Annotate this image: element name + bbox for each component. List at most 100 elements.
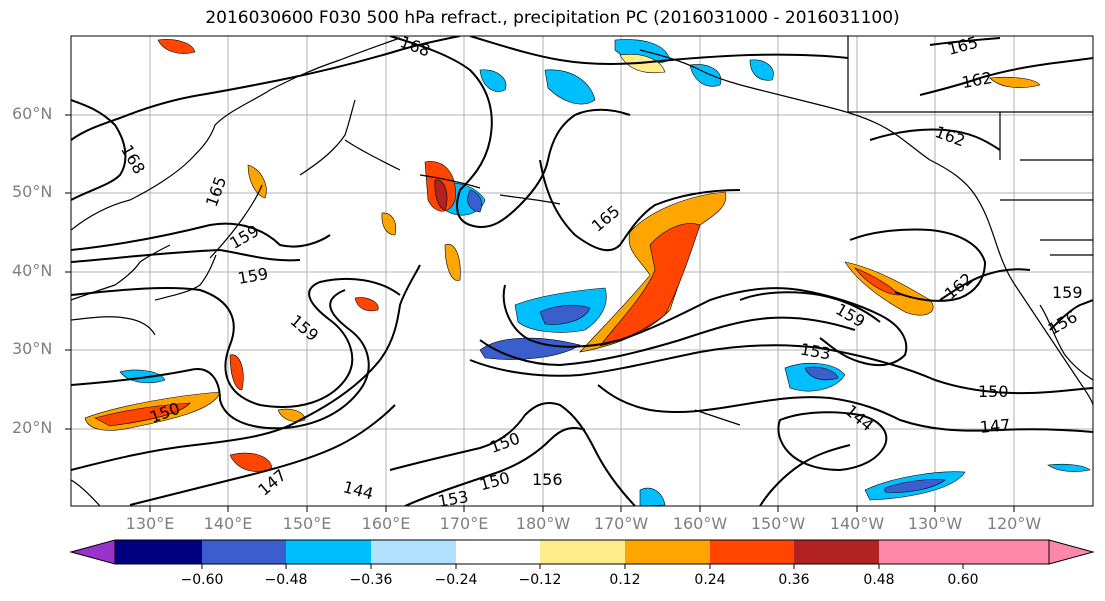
- contour-line: [929, 37, 1001, 46]
- contour-line: [939, 268, 1031, 301]
- refractivity-contours: [71, 36, 1093, 506]
- positive-precip-core: [94, 402, 191, 427]
- colorbar-tick-label: −0.12: [518, 572, 562, 588]
- contour-label: 159: [1052, 283, 1083, 302]
- positive-precip-area: [277, 408, 306, 422]
- latitude-label: 50°N: [12, 182, 53, 201]
- negative-precip-area: [479, 69, 507, 92]
- longitude-label: 160°W: [672, 514, 728, 533]
- plot-area: [71, 36, 1093, 506]
- colorbar-segment: [115, 540, 202, 564]
- latitude-label: 60°N: [12, 104, 53, 123]
- positive-precip-core: [854, 267, 901, 296]
- colorbar-tick-label: −0.48: [264, 572, 308, 588]
- longitude-label: 150°W: [750, 514, 806, 533]
- contour-label: 150: [978, 382, 1009, 401]
- colorbar-segment: [202, 540, 286, 564]
- contour-line: [469, 36, 849, 66]
- longitude-label: 160°E: [361, 514, 411, 533]
- colorbar-extend-max: [963, 540, 1093, 564]
- contour-line: [71, 99, 127, 201]
- contour-line: [71, 222, 331, 251]
- longitude-label: 140°W: [829, 514, 885, 533]
- positive-precip-core: [434, 179, 448, 211]
- contour-line: [469, 344, 1093, 395]
- colorbar-segment: [794, 540, 879, 564]
- negative-precip-core: [884, 479, 946, 493]
- map-title: 2016030600 F030 500 hPa refract., precip…: [205, 8, 900, 28]
- colorbar-tick-label: 0.12: [609, 572, 641, 588]
- negative-precip-area: [639, 487, 666, 506]
- colorbar-ticks: [201, 564, 964, 569]
- contour-line: [389, 402, 636, 506]
- colorbar-tick-label: −0.24: [434, 572, 478, 588]
- colorbar-tick-label: 0.48: [863, 572, 895, 588]
- contour-line: [597, 384, 1093, 433]
- negative-precip-core: [467, 189, 482, 213]
- positive-precip-area: [381, 212, 397, 236]
- contour-line: [1049, 299, 1093, 331]
- contour-line: [389, 36, 631, 228]
- contour-line: [479, 316, 856, 367]
- longitude-label: 120°W: [986, 514, 1042, 533]
- colorbar-segment: [286, 540, 371, 564]
- colorbar-segment: [625, 540, 710, 564]
- colorbar-extend-min: [69, 539, 116, 565]
- contour-line: [502, 284, 908, 367]
- positive-precip-area: [157, 39, 196, 54]
- longitude-label: 150°E: [282, 514, 332, 533]
- precipitation-shading: [84, 39, 1091, 506]
- contour-line: [869, 128, 1001, 151]
- contour-line: [71, 36, 461, 141]
- latitude-label: 30°N: [12, 339, 53, 358]
- contour-line: [919, 57, 1093, 96]
- latitude-label: 20°N: [12, 418, 53, 437]
- contour-label: 156: [532, 470, 563, 489]
- colorbar-tick-label: −0.60: [180, 572, 224, 588]
- longitude-label: 130°E: [125, 514, 175, 533]
- colorbar-segment: [540, 540, 625, 564]
- positive-precip-area: [354, 297, 379, 312]
- contour-label: 153: [436, 487, 469, 511]
- contour-line: [739, 291, 881, 323]
- contour-line: [404, 427, 586, 506]
- positive-precip-core: [599, 223, 701, 347]
- colorbar-frame: [114, 539, 1050, 565]
- contour-line: [539, 159, 741, 252]
- negative-precip-core: [804, 366, 839, 381]
- contour-label: 147: [979, 415, 1011, 437]
- plot-frame: [70, 35, 1094, 507]
- colorbar-frame-tip: [1048, 539, 1095, 565]
- negative-precip-core: [539, 304, 591, 325]
- negative-precip-area: [544, 69, 596, 105]
- negative-precip-area: [689, 64, 722, 87]
- contour-line: [849, 228, 987, 302]
- negative-precip-area: [1047, 463, 1091, 472]
- positive-precip-area: [444, 243, 461, 281]
- longitude-label: 140°E: [203, 514, 253, 533]
- colorbar-segment: [879, 540, 963, 564]
- negative-precip-area: [749, 59, 774, 81]
- colorbar-tick-label: 0.60: [947, 572, 979, 588]
- colorbar-segment: [456, 540, 540, 564]
- contour-line: [777, 411, 888, 472]
- positive-precip-area: [989, 76, 1041, 88]
- colorbar: [69, 539, 1095, 569]
- colorbar-segment: [710, 540, 794, 564]
- longitude-label: 130°W: [907, 514, 963, 533]
- colorbar-tick-label: −0.36: [349, 572, 393, 588]
- longitude-label: 170°E: [439, 514, 489, 533]
- colorbar-segment: [371, 540, 456, 564]
- colorbar-tick-label: 0.24: [694, 572, 726, 588]
- contour-line: [71, 248, 301, 263]
- contour-line: [71, 277, 401, 409]
- contour-line: [71, 264, 421, 471]
- longitude-label: 180°W: [515, 514, 571, 533]
- positive-precip-area: [229, 452, 273, 472]
- positive-precip-area: [229, 354, 244, 391]
- contour-line: [759, 444, 851, 506]
- contour-label: 165: [946, 33, 980, 59]
- axis-ticks: [65, 114, 1015, 512]
- colorbar-tick-label: 0.36: [778, 572, 810, 588]
